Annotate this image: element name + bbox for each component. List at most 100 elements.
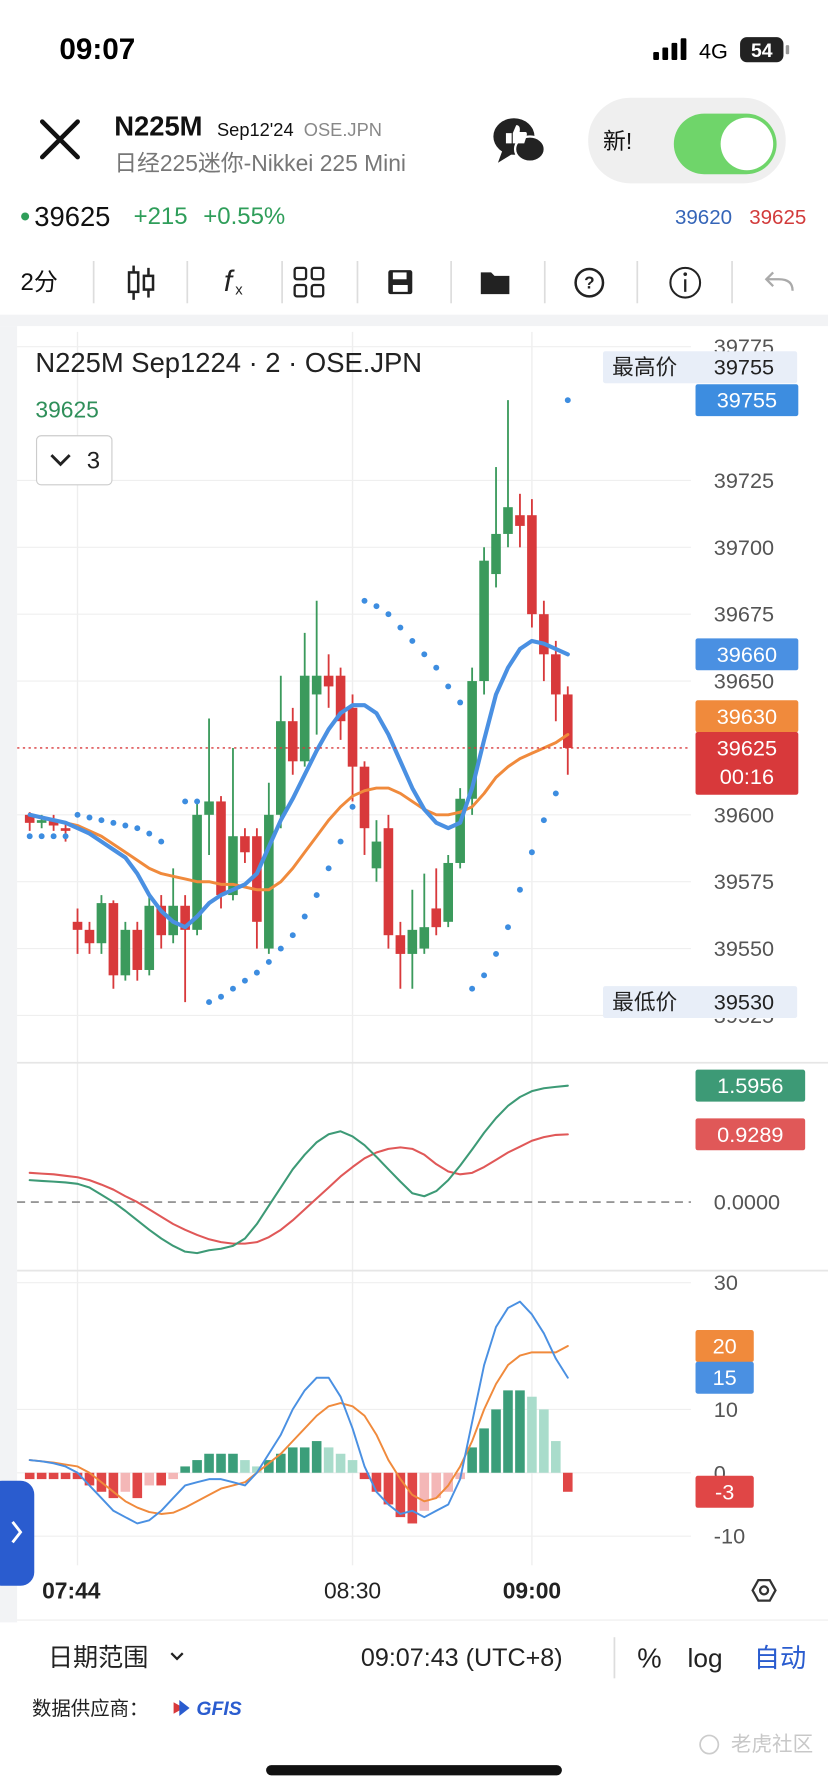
candle-body [60, 828, 71, 831]
extreme-label: 最高价 [612, 355, 677, 380]
sar-dot [433, 664, 440, 671]
auto-button[interactable]: 自动 [754, 1643, 807, 1673]
histogram-bar [276, 1453, 286, 1473]
divider-band [0, 314, 828, 327]
date-range-chevron [170, 1652, 184, 1661]
candle-body [204, 801, 214, 815]
layout-button[interactable] [293, 266, 325, 298]
histogram-bar [539, 1409, 549, 1473]
extreme-value: 39755 [714, 355, 774, 380]
sar-dot [182, 798, 189, 805]
sar-dot [146, 830, 153, 837]
chat-icon[interactable] [493, 118, 546, 163]
sar-dot [564, 397, 571, 404]
candle-body [539, 614, 549, 655]
sar-value: 39755 [717, 388, 777, 413]
live-dot [21, 212, 30, 221]
fast-value-box [695, 1361, 754, 1394]
sar-dot [206, 999, 213, 1006]
sar-dot [409, 637, 416, 644]
candle-body [132, 929, 143, 970]
ma-line [27, 638, 570, 930]
dea-value: 0.9289 [717, 1122, 783, 1147]
sar-dot [552, 790, 559, 797]
histogram-bar [264, 1460, 274, 1473]
bid: 39620 [675, 206, 732, 229]
settings-button[interactable] [751, 1578, 777, 1602]
folder-button[interactable] [480, 272, 510, 295]
candle-body [252, 836, 262, 922]
grid [17, 331, 691, 1566]
expiry: Sep12'24 [217, 119, 294, 140]
exchange: OSE.JPN [304, 119, 382, 140]
y-tick-label: -10 [714, 1524, 745, 1549]
provider-label: 数据供应商： [32, 1698, 148, 1720]
sar-dot [505, 924, 511, 931]
slow-value: 20 [713, 1334, 737, 1359]
dea-value-box [695, 1118, 806, 1151]
ma-slow-value-box [695, 700, 799, 733]
histogram-bar [216, 1453, 226, 1473]
undo-button[interactable] [764, 271, 794, 291]
y-tick-label: 39700 [714, 535, 774, 560]
dif-value-box [695, 1069, 806, 1102]
last-close-value: 39625 [717, 735, 777, 760]
sar-dot [218, 993, 224, 1000]
date-range-button[interactable]: 日期范围 [48, 1644, 148, 1672]
sar-dot [277, 945, 284, 952]
sar-dot [445, 683, 452, 690]
histogram-bar [240, 1460, 250, 1473]
save-button[interactable] [388, 270, 413, 295]
histogram-bar [383, 1472, 394, 1505]
histogram-bar [84, 1472, 95, 1486]
ma-slow-value: 39630 [717, 704, 777, 729]
axes: 07:44 08:30 09:003977539725397003967539650… [42, 334, 780, 1603]
histogram-bar [144, 1472, 155, 1486]
log-button[interactable]: log [688, 1643, 723, 1673]
histogram-bar [359, 1472, 370, 1480]
candle-body [96, 903, 107, 944]
histogram-bar [132, 1472, 143, 1499]
last-price: 39625 [34, 201, 110, 232]
ma-fast-value: 39660 [717, 642, 777, 667]
fast-line [28, 1300, 569, 1525]
countdown: 00:16 [720, 764, 774, 789]
histogram-bar [204, 1453, 214, 1473]
help-button[interactable]: ? [574, 267, 605, 298]
period-dropdown[interactable] [35, 435, 113, 486]
candle-body [276, 721, 286, 815]
histogram-bar [108, 1472, 119, 1499]
candle-body [407, 929, 418, 954]
histogram-bar [180, 1466, 190, 1473]
x-tick-label: 08:30 [324, 1577, 381, 1603]
interval-button[interactable]: 2分 [21, 269, 58, 296]
home-indicator [266, 1765, 562, 1776]
sar-dot [469, 985, 476, 992]
histogram-bar [491, 1409, 501, 1473]
toolbar-separators [92, 261, 733, 304]
macd-pane [28, 1084, 569, 1255]
watermark-icon [699, 1734, 720, 1755]
histogram-bar [562, 1472, 573, 1492]
hist-value-box [695, 1475, 754, 1508]
sar-dot [337, 838, 344, 845]
histogram-bar [419, 1472, 430, 1511]
side-tab[interactable] [0, 1480, 35, 1586]
sar-dot [38, 833, 45, 840]
percent-button[interactable]: % [637, 1642, 661, 1673]
indicator-button[interactable]: f x [224, 265, 243, 299]
sar-dot [241, 977, 248, 984]
candle-body [359, 766, 370, 829]
candle-body [467, 681, 477, 799]
candle-body [515, 515, 525, 526]
histogram-bar [156, 1472, 167, 1486]
candle-type-button[interactable] [127, 265, 155, 300]
svg-text:?: ? [584, 273, 594, 293]
sar-dot [253, 969, 260, 976]
candle-body [192, 814, 202, 930]
close-button[interactable] [39, 119, 80, 160]
extreme-label: 最低价 [612, 990, 677, 1015]
info-button[interactable] [669, 266, 702, 299]
side-tab-arrow [11, 1520, 23, 1544]
histogram-bar [347, 1460, 358, 1473]
